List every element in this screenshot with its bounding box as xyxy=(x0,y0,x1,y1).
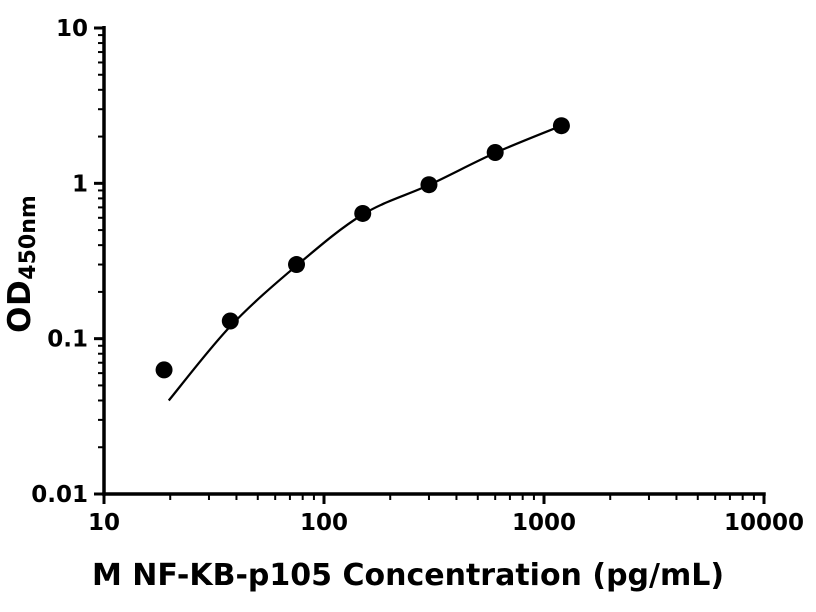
y-axis-title-subscript: 450nm xyxy=(16,195,41,280)
x-tick-label: 10000 xyxy=(724,510,804,536)
data-point xyxy=(155,361,173,379)
data-point xyxy=(221,312,239,330)
fit-curve xyxy=(167,124,562,402)
x-tick-label: 10 xyxy=(88,510,120,536)
y-tick-label: 1 xyxy=(72,171,88,197)
x-axis-title: M NF-KB-p105 Concentration (pg/mL) xyxy=(91,558,725,593)
y-axis-title: OD450nm xyxy=(2,64,41,464)
y-axis-title-main: OD xyxy=(2,279,38,333)
y-tick-label: 0.1 xyxy=(47,327,88,353)
data-point xyxy=(354,204,372,222)
data-point xyxy=(288,256,306,274)
x-tick-label: 1000 xyxy=(512,510,576,536)
data-point xyxy=(486,143,504,161)
y-tick-label: 10 xyxy=(56,16,88,42)
x-tick-label: 100 xyxy=(300,510,348,536)
data-point xyxy=(420,176,438,194)
data-point xyxy=(552,117,570,135)
y-tick-label: 0.01 xyxy=(31,482,88,508)
